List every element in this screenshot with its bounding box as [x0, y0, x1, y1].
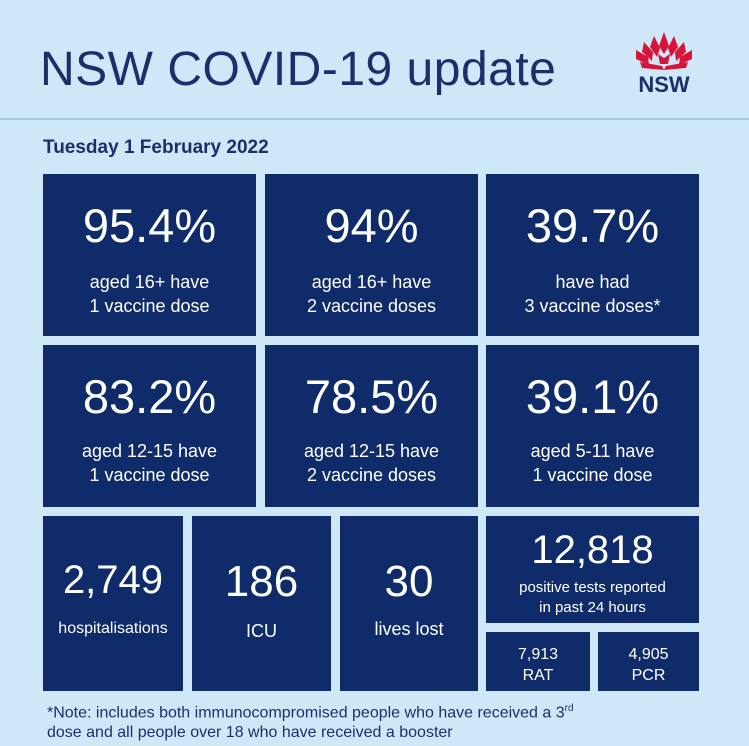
logo-text: NSW [638, 72, 690, 97]
tile-label-line2: 1 vaccine dose [89, 296, 210, 316]
tile-label-line1: aged 5-11 have [530, 441, 655, 461]
pcr-tile: 4,905 PCR [598, 632, 699, 691]
tile-label-line2: 1 vaccine dose [532, 465, 653, 485]
deaths-value: 30 [384, 557, 434, 606]
vaccine-tile-12to15-dose2: 78.5% aged 12-15 have 2 vaccine doses [265, 345, 478, 507]
rat-label: RAT [522, 667, 554, 684]
pcr-value: 4,905 [628, 646, 669, 663]
tile-label-line1: aged 12-15 have [303, 441, 440, 461]
positive-tests-value: 12,818 [531, 528, 654, 572]
vaccine-tile-dose3: 39.7% have had 3 vaccine doses* [486, 174, 699, 336]
hospitalisations-value: 2,749 [62, 558, 164, 602]
tile-label-line2: 2 vaccine doses [306, 465, 437, 485]
vaccine-tile-5to11-dose1: 39.1% aged 5-11 have 1 vaccine dose [486, 345, 699, 507]
footnote: *Note: includes both immunocompromised p… [47, 699, 727, 743]
icu-tile: 186 ICU [192, 516, 331, 691]
positive-tests-tile: 12,818 positive tests reported in past 2… [486, 516, 699, 623]
positive-tests-label-line2: in past 24 hours [539, 599, 646, 616]
positive-tests-label-line1: positive tests reported [519, 579, 666, 596]
hospitalisations-label: hospitalisations [58, 620, 168, 637]
vaccine-tile-12to15-dose1: 83.2% aged 12-15 have 1 vaccine dose [43, 345, 256, 507]
tile-value: 39.1% [525, 370, 660, 423]
tile-value: 78.5% [304, 370, 439, 423]
report-date: Tuesday 1 February 2022 [43, 137, 269, 158]
header: NSW COVID-19 update NSW [0, 0, 749, 120]
tile-label-line1: aged 16+ have [89, 272, 210, 292]
tile-value: 95.4% [82, 199, 217, 252]
tile-label-line1: aged 16+ have [311, 272, 432, 292]
tile-value: 39.7% [525, 199, 660, 252]
icu-value: 186 [224, 557, 299, 606]
footnote-part1: *Note: includes both immunocompromised p… [47, 704, 565, 722]
tile-value: 83.2% [82, 370, 217, 423]
page-title: NSW COVID-19 update [40, 43, 557, 96]
waratah-icon [636, 32, 692, 70]
pcr-label: PCR [631, 667, 666, 684]
tile-label-line1: have had [555, 272, 630, 292]
nsw-logo: NSW [628, 30, 700, 100]
tile-label-line2: 3 vaccine doses* [524, 296, 661, 316]
tile-value: 94% [324, 199, 419, 252]
vaccine-tile-16plus-dose2: 94% aged 16+ have 2 vaccine doses [265, 174, 478, 336]
tile-label-line2: 1 vaccine dose [89, 465, 210, 485]
footnote-part2: dose and all people over 18 who have rec… [47, 724, 453, 742]
icu-label: ICU [246, 621, 277, 641]
rat-tile: 7,913 RAT [486, 632, 590, 691]
hospitalisations-tile: 2,749 hospitalisations [43, 516, 183, 691]
footnote-superscript: rd [564, 703, 574, 714]
rat-value: 7,913 [517, 646, 559, 663]
deaths-tile: 30 lives lost [340, 516, 478, 691]
vaccine-tile-16plus-dose1: 95.4% aged 16+ have 1 vaccine dose [43, 174, 256, 336]
tile-label-line1: aged 12-15 have [81, 441, 218, 461]
deaths-label: lives lost [374, 619, 444, 639]
tile-label-line2: 2 vaccine doses [306, 296, 437, 316]
